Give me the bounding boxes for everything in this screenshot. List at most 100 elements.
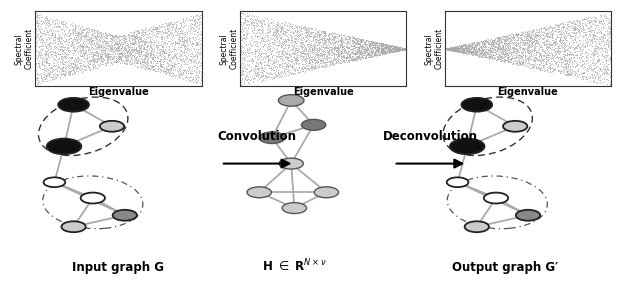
Point — [372, 42, 382, 46]
Point — [355, 51, 365, 55]
Point — [310, 40, 320, 45]
Point — [367, 39, 378, 44]
Point — [76, 45, 86, 49]
Point — [305, 55, 316, 59]
Point — [88, 39, 98, 43]
Point — [333, 46, 343, 51]
Point — [132, 40, 143, 45]
Point — [116, 44, 127, 49]
Point — [550, 50, 560, 54]
Point — [56, 34, 66, 39]
Point — [572, 62, 582, 67]
Point — [246, 68, 257, 72]
Point — [87, 62, 97, 67]
Point — [559, 52, 569, 57]
Point — [442, 47, 452, 52]
Point — [488, 40, 499, 44]
Point — [290, 41, 300, 46]
Point — [114, 39, 124, 44]
Point — [317, 44, 328, 49]
Point — [350, 44, 360, 49]
Point — [178, 16, 188, 21]
Point — [140, 32, 150, 36]
Point — [344, 37, 355, 42]
Point — [259, 38, 269, 43]
Point — [399, 47, 410, 52]
Point — [307, 62, 317, 67]
Point — [569, 46, 579, 51]
Point — [577, 25, 588, 30]
Point — [252, 43, 262, 48]
Point — [478, 54, 488, 59]
Point — [602, 16, 612, 20]
Point — [484, 41, 494, 46]
Point — [117, 53, 127, 58]
Point — [371, 40, 381, 45]
Point — [262, 33, 273, 37]
Point — [147, 42, 157, 47]
Point — [569, 58, 579, 62]
Point — [516, 57, 527, 62]
Point — [353, 46, 363, 51]
Point — [305, 29, 316, 34]
Point — [518, 46, 528, 50]
Point — [605, 30, 616, 35]
Point — [548, 67, 559, 71]
Point — [260, 54, 271, 59]
Point — [250, 42, 260, 47]
Point — [175, 67, 185, 71]
Point — [63, 50, 74, 55]
Point — [133, 41, 143, 45]
Point — [356, 38, 367, 43]
Point — [134, 49, 144, 54]
Point — [291, 59, 301, 64]
Point — [544, 69, 554, 74]
Point — [92, 64, 102, 69]
Point — [501, 57, 511, 62]
Point — [35, 34, 45, 39]
Point — [268, 53, 278, 57]
Point — [461, 46, 471, 50]
Point — [172, 64, 182, 68]
Point — [287, 52, 297, 57]
Point — [501, 57, 511, 62]
Point — [95, 54, 106, 59]
Point — [475, 44, 485, 49]
Point — [371, 49, 381, 53]
Point — [162, 67, 172, 71]
Point — [54, 41, 65, 46]
Point — [322, 37, 332, 42]
Point — [378, 42, 388, 46]
Point — [46, 66, 56, 71]
Point — [277, 50, 287, 55]
Point — [166, 48, 177, 53]
Point — [543, 52, 554, 57]
Point — [364, 49, 374, 54]
Point — [193, 32, 203, 37]
Point — [461, 44, 472, 49]
Point — [394, 48, 404, 52]
Point — [250, 42, 260, 47]
Point — [390, 48, 400, 53]
Point — [585, 23, 595, 28]
Point — [571, 40, 581, 45]
Point — [381, 45, 391, 50]
Point — [104, 44, 115, 49]
Point — [527, 29, 538, 33]
Point — [272, 39, 282, 44]
Point — [561, 57, 571, 62]
Point — [553, 68, 563, 72]
Point — [451, 46, 461, 51]
Point — [517, 32, 527, 37]
Point — [179, 76, 189, 81]
Point — [182, 35, 193, 40]
Point — [323, 49, 333, 54]
Point — [599, 33, 609, 37]
Point — [180, 75, 191, 80]
Point — [260, 59, 270, 63]
Point — [168, 40, 178, 44]
Point — [386, 48, 396, 52]
Point — [390, 49, 400, 54]
Point — [52, 37, 63, 41]
Point — [530, 59, 540, 64]
